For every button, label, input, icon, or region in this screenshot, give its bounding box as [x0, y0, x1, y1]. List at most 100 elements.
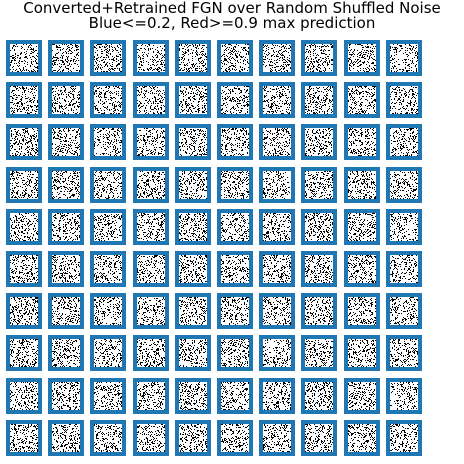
noise-sample-tile — [259, 209, 295, 245]
noise-image — [263, 382, 291, 410]
noise-sample-tile — [386, 40, 422, 76]
figure-title-line-1: Converted+Retrained FGN over Random Shuf… — [23, 0, 441, 17]
noise-image — [179, 297, 207, 325]
noise-image — [179, 86, 207, 114]
noise-sample-tile — [344, 82, 380, 118]
noise-sample-tile — [259, 82, 295, 118]
noise-sample-tile — [133, 167, 169, 203]
noise-sample-tile — [133, 209, 169, 245]
noise-sample-tile — [90, 335, 126, 371]
noise-image — [348, 424, 376, 452]
noise-image — [94, 297, 122, 325]
noise-image — [305, 128, 333, 156]
noise-sample-tile — [259, 124, 295, 160]
noise-image — [390, 297, 418, 325]
noise-sample-tile — [48, 40, 84, 76]
noise-image — [348, 255, 376, 283]
noise-image — [94, 44, 122, 72]
noise-image — [263, 171, 291, 199]
noise-image — [305, 44, 333, 72]
noise-sample-tile — [344, 420, 380, 456]
noise-sample-tile — [217, 124, 253, 160]
noise-sample-tile — [133, 40, 169, 76]
noise-sample-tile — [6, 420, 42, 456]
noise-image — [179, 171, 207, 199]
noise-image — [179, 128, 207, 156]
noise-sample-tile — [133, 82, 169, 118]
noise-sample-tile — [344, 251, 380, 287]
noise-image — [263, 424, 291, 452]
noise-image — [263, 44, 291, 72]
noise-image — [137, 382, 165, 410]
noise-image — [348, 44, 376, 72]
noise-sample-tile — [217, 40, 253, 76]
noise-image — [52, 128, 80, 156]
noise-image — [10, 213, 38, 241]
noise-sample-tile — [48, 335, 84, 371]
noise-sample-tile — [48, 82, 84, 118]
noise-sample-tile — [6, 335, 42, 371]
noise-image — [221, 297, 249, 325]
noise-sample-tile — [301, 293, 337, 329]
noise-sample-tile — [301, 378, 337, 414]
noise-image — [221, 86, 249, 114]
noise-sample-tile — [344, 40, 380, 76]
noise-image — [10, 86, 38, 114]
noise-sample-tile — [90, 378, 126, 414]
noise-image — [179, 255, 207, 283]
noise-image — [263, 255, 291, 283]
noise-sample-tile — [90, 420, 126, 456]
noise-sample-tile — [217, 251, 253, 287]
noise-image — [221, 339, 249, 367]
noise-sample-tile — [175, 124, 211, 160]
noise-image — [52, 255, 80, 283]
noise-image — [390, 86, 418, 114]
noise-image — [94, 128, 122, 156]
noise-sample-tile — [301, 167, 337, 203]
noise-sample-tile — [6, 251, 42, 287]
noise-sample-tile — [217, 378, 253, 414]
figure-title-line-2: Blue<=0.2, Red>=0.9 max prediction — [88, 14, 376, 32]
noise-image — [221, 171, 249, 199]
noise-image — [137, 297, 165, 325]
noise-sample-tile — [344, 124, 380, 160]
noise-image — [137, 44, 165, 72]
noise-sample-tile — [6, 293, 42, 329]
noise-sample-tile — [175, 293, 211, 329]
noise-image — [94, 171, 122, 199]
noise-sample-tile — [386, 209, 422, 245]
noise-sample-tile — [90, 124, 126, 160]
noise-image — [305, 382, 333, 410]
noise-image — [94, 424, 122, 452]
noise-sample-tile — [386, 251, 422, 287]
noise-sample-tile — [133, 378, 169, 414]
noise-sample-tile — [217, 209, 253, 245]
noise-sample-tile — [259, 420, 295, 456]
noise-sample-tile — [386, 293, 422, 329]
noise-image — [137, 339, 165, 367]
noise-image — [179, 339, 207, 367]
noise-image — [137, 424, 165, 452]
noise-sample-tile — [90, 167, 126, 203]
noise-sample-tile — [6, 124, 42, 160]
noise-image — [179, 213, 207, 241]
noise-sample-tile — [301, 420, 337, 456]
noise-image — [137, 86, 165, 114]
noise-image — [390, 339, 418, 367]
noise-image — [10, 44, 38, 72]
noise-sample-tile — [344, 293, 380, 329]
noise-sample-tile — [175, 378, 211, 414]
noise-sample-tile — [133, 293, 169, 329]
noise-sample-tile — [301, 82, 337, 118]
noise-sample-tile — [133, 251, 169, 287]
noise-sample-tile — [90, 251, 126, 287]
noise-image — [10, 382, 38, 410]
noise-image — [348, 171, 376, 199]
noise-sample-tile — [386, 378, 422, 414]
noise-image — [137, 255, 165, 283]
noise-image — [137, 128, 165, 156]
noise-image — [305, 171, 333, 199]
noise-sample-tile — [90, 293, 126, 329]
noise-sample-tile — [6, 209, 42, 245]
noise-image — [221, 424, 249, 452]
